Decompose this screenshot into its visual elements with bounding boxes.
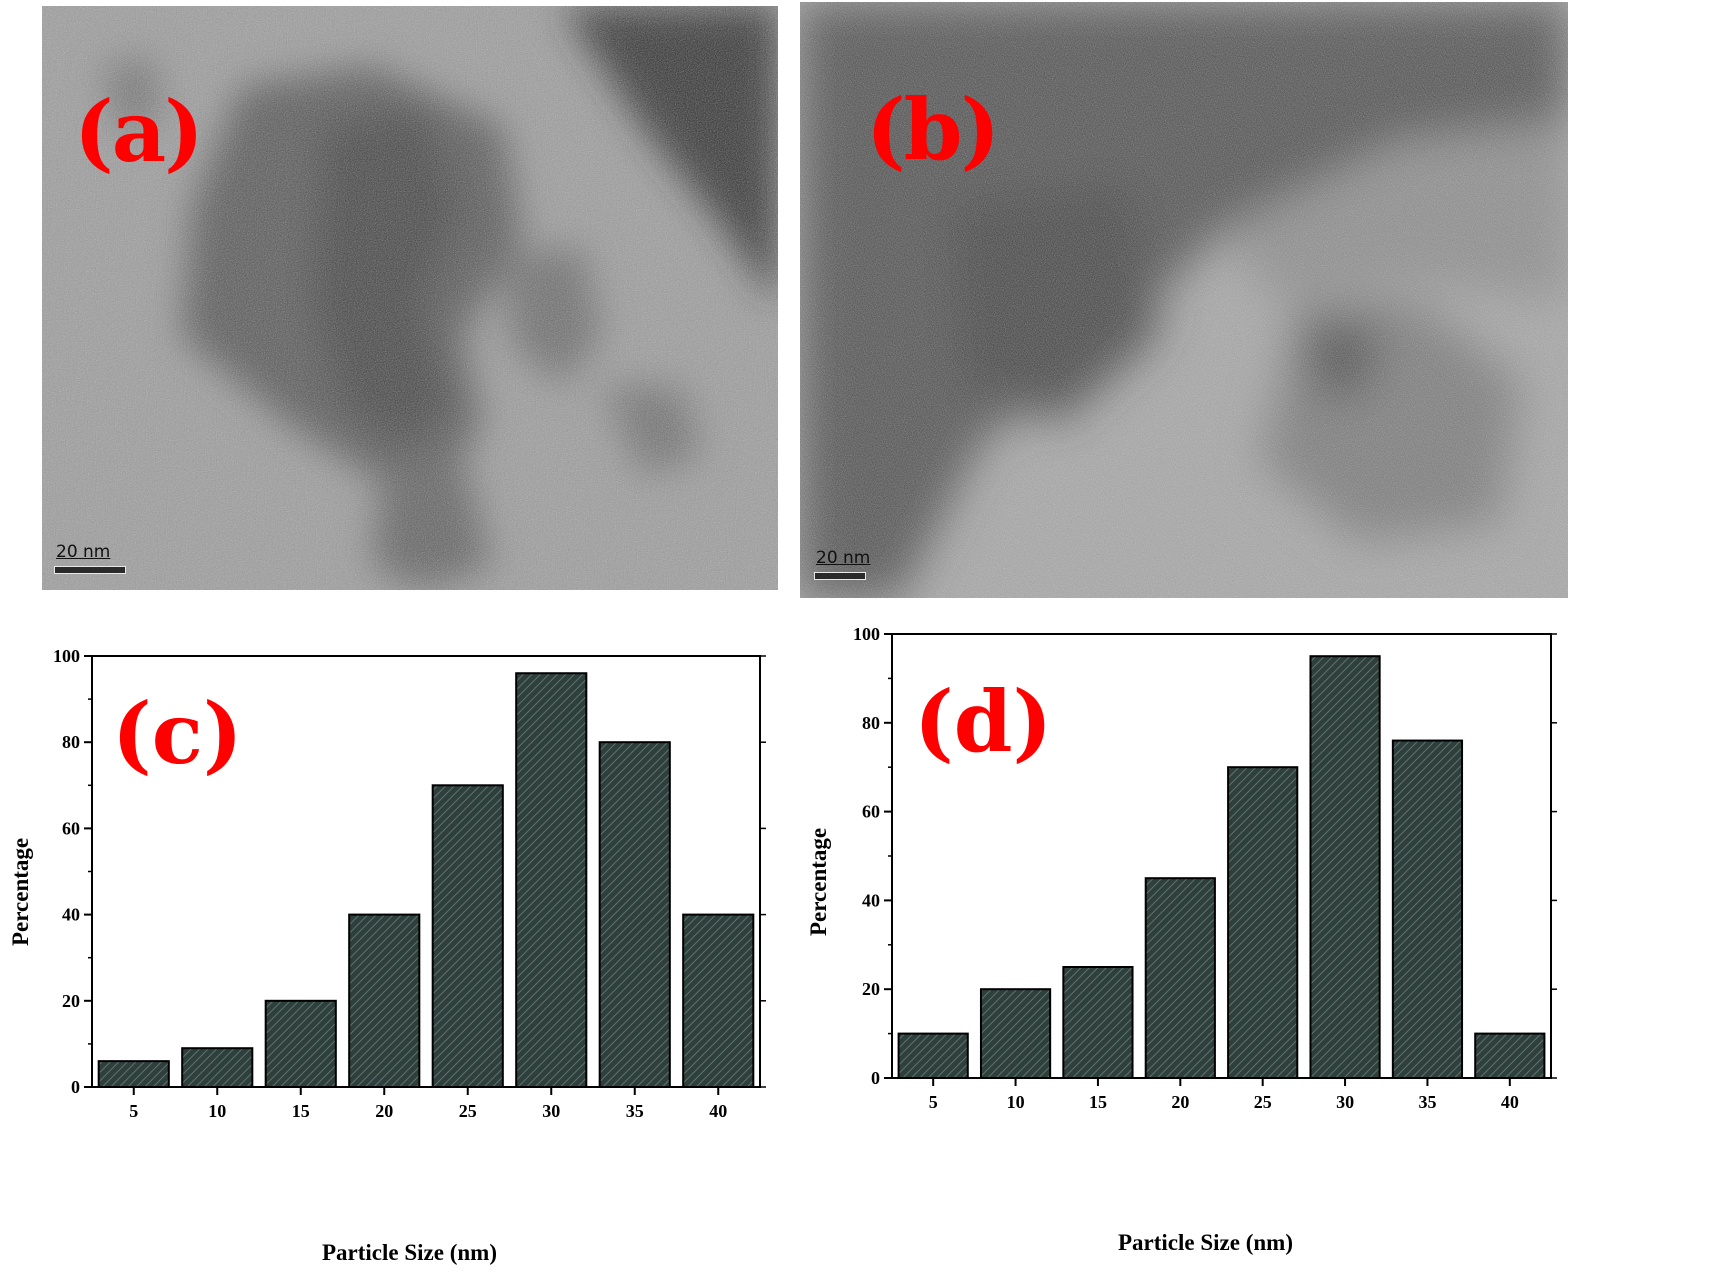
x-axis-title-d: Particle Size (nm) [1118, 1230, 1293, 1255]
chart-c-x-tick-label: 5 [129, 1101, 138, 1121]
panel-label-a: (a) [74, 82, 204, 181]
micrograph-b-image [800, 2, 1568, 598]
chart-d-y-tick-label: 100 [853, 624, 880, 644]
chart-c-bar-10 [181, 1047, 254, 1088]
chart-d-y-tick-label: 80 [862, 713, 880, 733]
chart-c-y-tick-label: 20 [62, 991, 80, 1011]
chart-c-bar-25 [431, 784, 504, 1089]
chart-d-x-tick-label: 15 [1089, 1092, 1107, 1112]
chart-c-y-tick-label: 60 [62, 818, 80, 838]
chart-c-bar-35 [598, 741, 671, 1088]
chart-d-bar-20 [1144, 877, 1216, 1080]
chart-d: 0 20 40 60 80 100 5 10 15 20 25 30 35 40 (d) Particle… [800, 620, 1600, 1279]
chart-d-y-tick-label: 40 [862, 890, 880, 910]
chart-d-bar-35 [1391, 739, 1464, 1079]
chart-d-x-tick-label: 35 [1418, 1092, 1436, 1112]
chart-c-y-tick-label: 40 [62, 905, 80, 925]
chart-d-bar-15 [1062, 966, 1134, 1079]
chart-c-bar-40 [682, 913, 755, 1088]
chart-d-bar-30 [1309, 655, 1381, 1079]
chart-d-bar-25 [1227, 766, 1299, 1079]
chart-d-bar-10 [979, 988, 1052, 1080]
chart-c-y-tick-label: 80 [62, 732, 80, 752]
chart-d-y-tick-label: 60 [862, 802, 880, 822]
chart-c-bar-20 [348, 913, 421, 1088]
scale-bar-label-a: 20 nm [56, 542, 111, 562]
chart-d-y-tick-label: 20 [862, 979, 880, 999]
panel-label-b: (b) [866, 80, 1000, 179]
micrograph-b: (b) 20 nm [800, 2, 1568, 598]
chart-c: 0 20 40 60 80 100 5 10 15 20 25 30 35 40 (c) Particle… [0, 620, 800, 1279]
x-axis-title-c: Particle Size (nm) [322, 1240, 497, 1265]
chart-d-svg: 0 20 40 60 80 100 5 10 15 20 25 30 35 40 [853, 624, 1557, 1112]
chart-d-x-tick-label: 10 [1007, 1092, 1025, 1112]
chart-c-bar-15 [264, 999, 337, 1088]
chart-d-bar-40 [1474, 1032, 1546, 1080]
y-axis-title-c: Percentage [8, 837, 33, 946]
chart-c-y-tick-label: 0 [71, 1077, 80, 1097]
chart-c-y-tick-label: 100 [53, 646, 80, 666]
chart-c-bar-30 [515, 672, 588, 1089]
chart-d-x-tick-label: 20 [1171, 1092, 1189, 1112]
chart-d-x-tick-label: 30 [1336, 1092, 1354, 1112]
chart-d-y-tick-label: 0 [871, 1068, 880, 1088]
chart-d-x-tick-label: 25 [1254, 1092, 1272, 1112]
chart-c-x-tick-label: 25 [459, 1101, 477, 1121]
scale-bar-label-b: 20 nm [816, 548, 871, 568]
chart-c-x-tick-label: 10 [208, 1101, 226, 1121]
chart-c-x-tick-label: 30 [542, 1101, 560, 1121]
y-axis-title-d: Percentage [806, 827, 831, 936]
micrograph-a-image [42, 6, 778, 590]
scale-bar-a [54, 566, 126, 574]
chart-d-x-tick-label: 40 [1501, 1092, 1519, 1112]
chart-c-x-tick-label: 40 [709, 1101, 727, 1121]
micrograph-a: (a) 20 nm [42, 6, 778, 590]
chart-c-x-tick-label: 20 [375, 1101, 393, 1121]
chart-c-x-tick-label: 15 [292, 1101, 310, 1121]
chart-d-x-tick-label: 5 [929, 1092, 938, 1112]
chart-c-x-tick-label: 35 [626, 1101, 644, 1121]
chart-c-bar-5 [97, 1060, 170, 1089]
chart-c-svg: 0 20 40 60 80 100 5 10 15 20 25 30 35 40 [53, 646, 766, 1121]
scale-bar-b [814, 572, 866, 580]
panel-label-c: (c) [112, 684, 243, 783]
chart-d-bar-5 [897, 1032, 969, 1080]
panel-label-d: (d) [914, 672, 1053, 771]
